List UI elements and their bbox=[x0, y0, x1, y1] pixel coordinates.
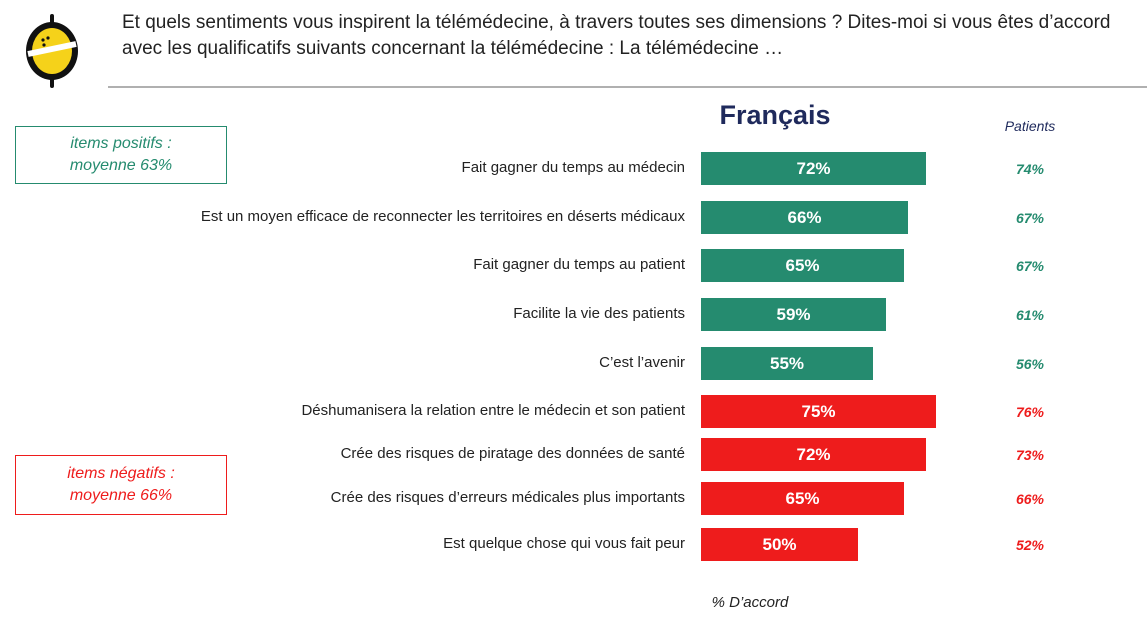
bar-francais: 65% bbox=[701, 249, 904, 282]
patients-value: 67% bbox=[1015, 258, 1045, 274]
page-title: Et quels sentiments vous inspirent la té… bbox=[122, 12, 1111, 59]
positive-items-legend: items positifs : moyenne 63% bbox=[15, 126, 227, 184]
bar-francais: 50% bbox=[701, 528, 858, 561]
negative-items-legend: items négatifs : moyenne 66% bbox=[15, 455, 227, 515]
bar-francais: 55% bbox=[701, 347, 873, 380]
category-label: C’est l’avenir bbox=[599, 354, 685, 371]
bar-francais: 72% bbox=[701, 152, 926, 185]
header-divider bbox=[108, 86, 1147, 88]
patients-value: 76% bbox=[1015, 404, 1045, 420]
bar-value-label: 72% bbox=[796, 444, 831, 464]
patients-value: 67% bbox=[1015, 210, 1045, 226]
bar-value-label: 72% bbox=[796, 158, 831, 178]
bar-value-label: 65% bbox=[785, 255, 820, 275]
patients-value: 73% bbox=[1015, 447, 1045, 463]
bar-value-label: 59% bbox=[776, 304, 811, 324]
category-label: Crée des risques d’erreurs médicales plu… bbox=[330, 489, 685, 506]
category-label: Fait gagner du temps au patient bbox=[473, 256, 685, 273]
bar-value-label: 50% bbox=[762, 534, 797, 554]
patients-value: 61% bbox=[1015, 307, 1045, 323]
patients-value: 66% bbox=[1015, 491, 1045, 507]
axis-note: % D’accord bbox=[711, 594, 789, 611]
bar-value-label: 75% bbox=[801, 401, 836, 421]
bar-francais: 59% bbox=[701, 298, 886, 331]
brand-logo-icon bbox=[26, 14, 78, 88]
negative-items-legend-text: items négatifs : moyenne 66% bbox=[67, 465, 175, 504]
patients-value: 52% bbox=[1015, 537, 1045, 553]
bar-francais: 72% bbox=[701, 438, 926, 471]
bar-value-label: 66% bbox=[787, 207, 822, 227]
positive-items-legend-text: items positifs : moyenne 63% bbox=[69, 135, 173, 174]
category-label: Est un moyen efficace de reconnecter les… bbox=[200, 208, 685, 225]
category-label: Est quelque chose qui vous fait peur bbox=[443, 535, 685, 552]
chart-title: Français bbox=[719, 100, 831, 130]
category-label: Déshumanisera la relation entre le médec… bbox=[301, 402, 685, 419]
patients-column-title: Patients bbox=[1004, 118, 1056, 134]
category-label: Facilite la vie des patients bbox=[513, 305, 685, 322]
category-label: Fait gagner du temps au médecin bbox=[461, 159, 685, 176]
patients-value: 74% bbox=[1015, 161, 1045, 177]
bar-value-label: 55% bbox=[769, 353, 805, 373]
bar-francais: 66% bbox=[701, 201, 908, 234]
bar-francais: 65% bbox=[701, 482, 904, 515]
bar-francais: 75% bbox=[701, 395, 936, 428]
patients-value: 56% bbox=[1015, 356, 1045, 372]
bar-value-label: 65% bbox=[785, 488, 820, 508]
category-label: Crée des risques de piratage des données… bbox=[340, 445, 685, 462]
